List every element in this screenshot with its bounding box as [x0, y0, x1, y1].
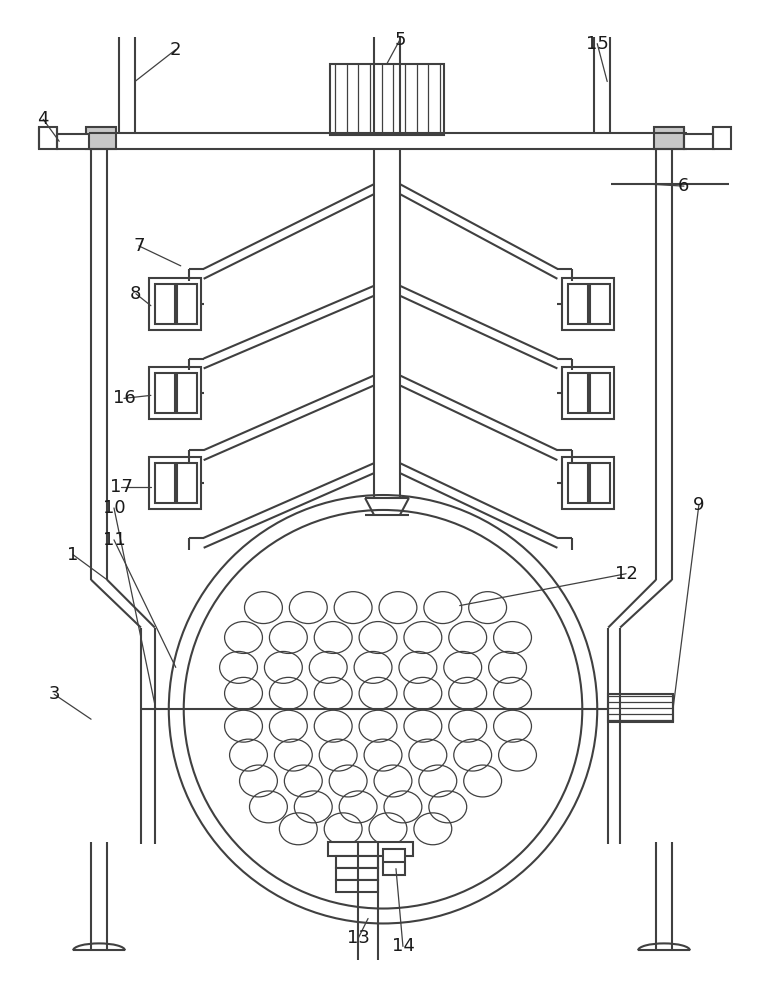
Text: 3: 3	[49, 685, 60, 703]
Bar	[155, 463, 175, 503]
Bar	[330, 64, 444, 135]
Text: 11: 11	[103, 531, 125, 549]
Bar	[39, 127, 57, 149]
Bar	[57, 134, 89, 149]
Bar	[591, 373, 610, 413]
Text: 7: 7	[133, 237, 145, 255]
Text: 5: 5	[394, 31, 406, 49]
Text: 1: 1	[67, 546, 79, 564]
Text: 12: 12	[615, 565, 638, 583]
Bar	[568, 373, 588, 413]
Bar	[149, 278, 201, 330]
Text: 14: 14	[391, 937, 414, 955]
Bar	[149, 367, 201, 419]
Bar	[654, 127, 684, 149]
Bar	[155, 373, 175, 413]
Bar	[86, 127, 116, 149]
Text: 15: 15	[586, 35, 608, 53]
Bar	[336, 880, 378, 892]
Bar	[591, 463, 610, 503]
Text: 4: 4	[37, 110, 49, 128]
Bar	[713, 127, 730, 149]
Bar	[336, 856, 378, 868]
Text: 2: 2	[170, 41, 182, 59]
Bar	[383, 849, 405, 875]
Bar	[568, 284, 588, 324]
Bar	[568, 463, 588, 503]
Bar	[684, 134, 713, 149]
Text: 13: 13	[346, 929, 369, 947]
Bar	[608, 694, 673, 722]
Bar	[336, 868, 378, 880]
Bar	[329, 842, 413, 856]
Bar	[177, 284, 196, 324]
Text: 6: 6	[678, 177, 690, 195]
Bar	[591, 284, 610, 324]
Text: 8: 8	[130, 285, 141, 303]
Text: 9: 9	[693, 496, 705, 514]
Text: 10: 10	[103, 499, 125, 517]
Bar	[563, 457, 615, 509]
Bar	[177, 373, 196, 413]
Text: 17: 17	[110, 478, 132, 496]
Bar	[563, 367, 615, 419]
Bar	[563, 278, 615, 330]
Bar	[177, 463, 196, 503]
Bar	[155, 284, 175, 324]
Bar	[149, 457, 201, 509]
Text: 16: 16	[113, 389, 135, 407]
